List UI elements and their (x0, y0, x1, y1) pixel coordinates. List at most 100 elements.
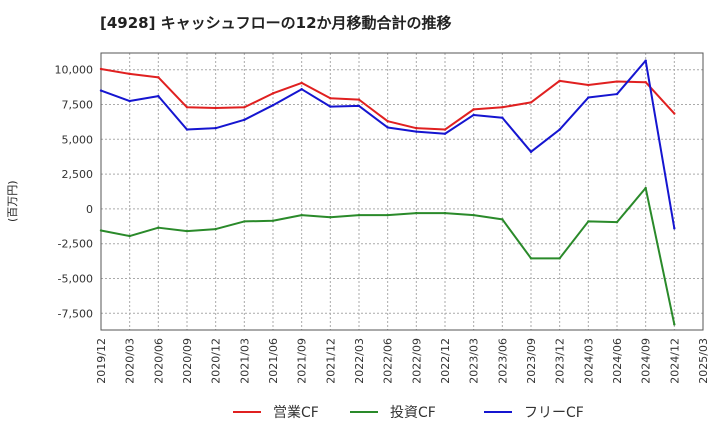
data-point (243, 118, 246, 122)
data-point (673, 227, 676, 230)
data-point (386, 213, 389, 217)
data-point (185, 106, 189, 109)
data-point (271, 92, 275, 95)
data-point (415, 126, 418, 130)
x-tick-label: 2023/12 (554, 338, 567, 384)
x-tick-label: 2024/06 (611, 338, 624, 384)
data-point (243, 106, 246, 109)
data-point (329, 97, 332, 100)
data-point (501, 106, 504, 109)
x-tick-label: 2022/09 (410, 338, 423, 384)
data-point (157, 76, 160, 79)
y-tick-label: -7,500 (58, 307, 93, 320)
data-point (529, 101, 533, 104)
data-point (415, 211, 418, 215)
data-point (214, 227, 217, 231)
y-tick-label: -2,500 (58, 238, 93, 251)
data-point (185, 128, 189, 131)
data-point (472, 108, 475, 111)
x-tick-label: 2023/06 (496, 338, 509, 384)
data-point (558, 128, 561, 131)
data-point (214, 126, 217, 130)
data-point (472, 213, 475, 217)
data-point (128, 72, 131, 76)
x-tick-label: 2022/03 (353, 338, 366, 384)
data-point (357, 213, 361, 217)
x-tick-label: 2022/06 (382, 338, 395, 384)
data-point (157, 94, 160, 98)
data-point (243, 220, 246, 223)
data-point (271, 219, 275, 222)
data-point (529, 150, 533, 154)
data-point (673, 112, 676, 115)
data-point (644, 59, 647, 62)
x-tick-label: 2020/09 (181, 338, 194, 384)
legend-label: 営業CF (273, 405, 319, 421)
data-point (587, 220, 590, 223)
data-point (214, 106, 217, 110)
data-point (443, 211, 447, 215)
data-point (673, 323, 676, 326)
data-point (443, 128, 447, 131)
data-point (472, 113, 475, 117)
data-point (644, 186, 647, 190)
data-point (329, 105, 332, 108)
x-tick-label: 2024/03 (582, 338, 595, 384)
data-point (300, 213, 303, 217)
data-point (300, 81, 303, 85)
data-point (558, 79, 561, 83)
data-point (157, 226, 160, 229)
x-tick-label: 2020/12 (210, 338, 223, 384)
data-point (615, 80, 619, 83)
data-point (587, 83, 590, 87)
y-tick-label: 7,500 (62, 99, 94, 112)
data-point (329, 216, 332, 219)
data-point (99, 229, 103, 232)
data-point (415, 130, 418, 133)
legend-label: フリーCF (524, 405, 584, 421)
x-tick-label: 2024/12 (668, 338, 681, 384)
data-point (357, 104, 361, 108)
x-tick-label: 2022/12 (439, 338, 452, 384)
data-point (558, 257, 561, 260)
plot-area (101, 53, 703, 330)
data-point (185, 229, 189, 233)
plot-frame (100, 52, 704, 331)
data-point (128, 234, 131, 238)
data-point (357, 98, 361, 101)
x-tick-label: 2021/03 (238, 338, 251, 384)
y-tick-label: 2,500 (62, 168, 94, 181)
x-tick-label: 2019/12 (95, 338, 108, 384)
data-point (99, 67, 103, 71)
chart-title: [4928] キャッシュフローの12か月移動合計の推移 (100, 14, 452, 32)
data-point (99, 89, 103, 92)
data-point (615, 92, 619, 96)
data-point (529, 257, 533, 260)
y-tick-label: 10,000 (55, 64, 94, 77)
data-point (386, 126, 389, 129)
data-point (587, 96, 590, 99)
x-tick-label: 2024/09 (640, 338, 653, 384)
x-tick-label: 2021/12 (324, 338, 337, 384)
x-tick-label: 2023/03 (468, 338, 481, 384)
data-point (644, 81, 647, 84)
x-tick-label: 2025/03 (697, 338, 710, 384)
x-tick-label: 2021/09 (296, 338, 309, 384)
data-point (501, 218, 504, 221)
legend-label: 投資CF (390, 405, 436, 421)
x-tick-label: 2023/09 (525, 338, 538, 384)
data-point (615, 220, 619, 224)
y-tick-label: -5,000 (58, 272, 93, 285)
x-tick-label: 2020/03 (124, 338, 137, 384)
y-tick-label: 0 (86, 203, 93, 216)
x-tick-label: 2020/06 (152, 338, 165, 384)
data-point (300, 87, 303, 91)
data-point (443, 132, 447, 135)
x-tick-label: 2021/06 (267, 338, 280, 384)
data-point (386, 120, 389, 123)
data-point (501, 116, 504, 119)
y-tick-label: 5,000 (62, 133, 94, 146)
data-point (271, 103, 275, 107)
